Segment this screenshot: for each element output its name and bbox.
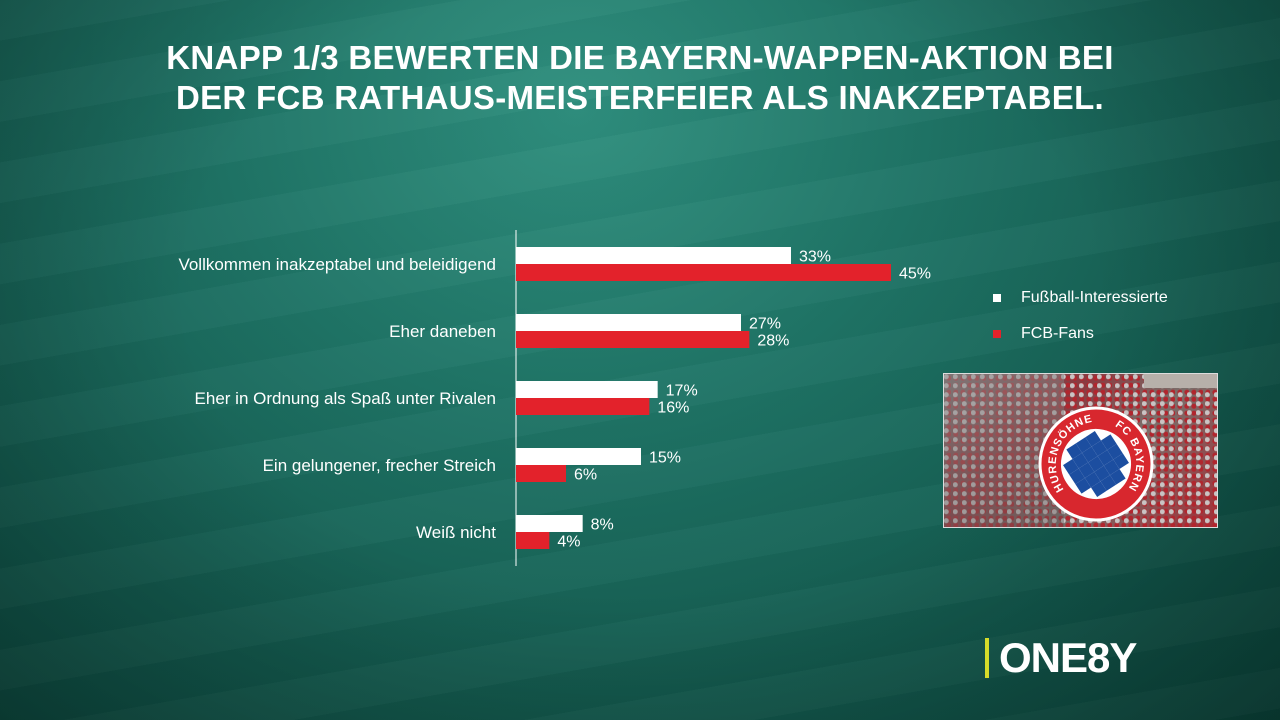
- category-label: Eher daneben: [389, 322, 496, 341]
- bar-fcb-fans: [516, 532, 550, 549]
- data-label: 28%: [757, 333, 789, 350]
- data-label: 15%: [649, 450, 681, 467]
- chart-legend: Fußball-Interessierte FCB-Fans: [993, 280, 1168, 352]
- legend-swatch-red: [993, 330, 1001, 338]
- category-label: Eher in Ordnung als Spaß unter Rivalen: [195, 389, 496, 408]
- crowd-banner-photo: HURENSÖHNE FC BAYERN: [943, 373, 1218, 528]
- title-line-1: KNAPP 1/3 BEWERTEN DIE BAYERN-WAPPEN-AKT…: [166, 39, 1114, 76]
- category-label: Weiß nicht: [416, 523, 496, 542]
- data-label: 27%: [749, 316, 781, 333]
- slide-title: KNAPP 1/3 BEWERTEN DIE BAYERN-WAPPEN-AKT…: [40, 38, 1240, 118]
- bar-fussball-interessierte: [516, 314, 741, 331]
- legend-item-series-2: FCB-Fans: [993, 316, 1168, 352]
- legend-item-series-1: Fußball-Interessierte: [993, 280, 1168, 316]
- bar-fcb-fans: [516, 465, 566, 482]
- legend-swatch-white: [993, 294, 1001, 302]
- data-label: 33%: [799, 249, 831, 266]
- data-label: 8%: [591, 517, 614, 534]
- bar-fussball-interessierte: [516, 515, 583, 532]
- legend-label-series-2: FCB-Fans: [1021, 325, 1094, 342]
- data-label: 16%: [657, 400, 689, 417]
- title-line-2: DER FCB RATHAUS-MEISTERFEIER ALS INAKZEP…: [175, 79, 1105, 116]
- category-label: Vollkommen inakzeptabel und beleidigend: [178, 255, 496, 274]
- bar-fussball-interessierte: [516, 448, 641, 465]
- data-label: 6%: [574, 467, 597, 484]
- data-label: 17%: [666, 383, 698, 400]
- brand-logo-text: ONE8Y: [999, 634, 1137, 681]
- bar-fcb-fans: [516, 264, 891, 281]
- brand-logo: ONE8Y: [985, 634, 1137, 681]
- category-label: Ein gelungener, frecher Streich: [263, 456, 496, 475]
- bar-fussball-interessierte: [516, 247, 791, 264]
- bar-fussball-interessierte: [516, 381, 658, 398]
- photo-roof: [1144, 374, 1217, 388]
- bayern-crest-banner-icon: HURENSÖHNE FC BAYERN: [1038, 406, 1155, 522]
- data-label: 45%: [899, 266, 931, 283]
- bar-fcb-fans: [516, 398, 650, 415]
- legend-label-series-1: Fußball-Interessierte: [1021, 289, 1168, 306]
- bar-fcb-fans: [516, 331, 750, 348]
- brand-accent-bar: [985, 638, 989, 678]
- data-label: 4%: [557, 534, 580, 551]
